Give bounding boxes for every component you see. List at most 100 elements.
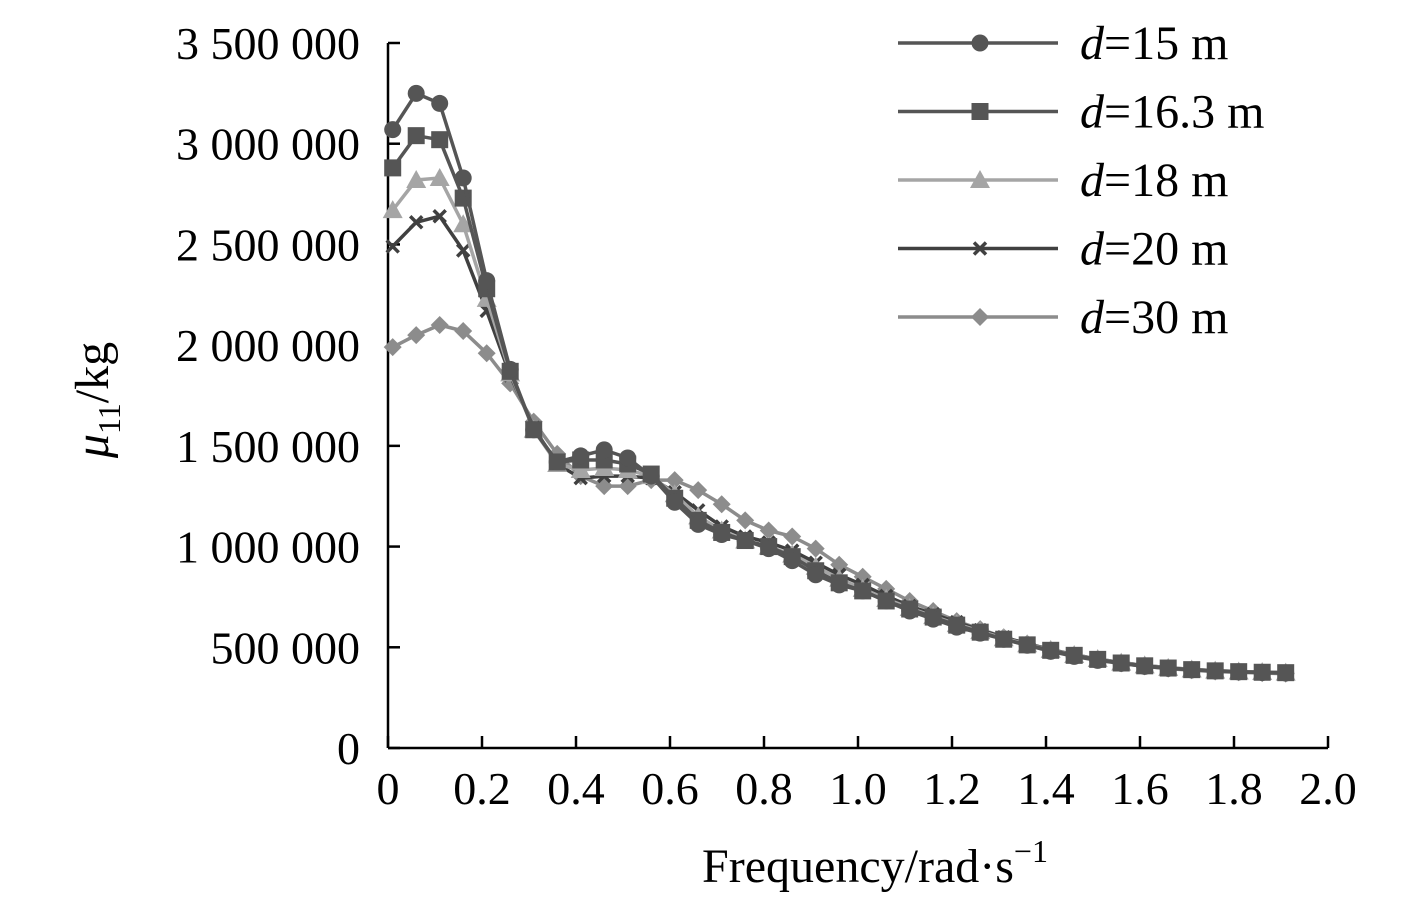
y-tick-label: 2 500 000	[176, 219, 360, 270]
legend-entry: d=15 m	[898, 17, 1228, 70]
y-axis-ticks: 0 500 000 1 000 000 1 500 000 2 000 000 2 500…	[176, 18, 400, 774]
data-point	[1183, 661, 1201, 679]
data-point	[384, 121, 402, 139]
y-axis-title-unit: /kg	[66, 342, 119, 403]
legend-label-var: d	[1080, 86, 1105, 139]
x-tick-label: 0.8	[735, 763, 793, 814]
data-point	[432, 208, 447, 224]
legend-label: d=30 m	[1080, 291, 1228, 344]
legend-label: d=18 m	[1080, 154, 1228, 207]
data-point	[454, 169, 472, 187]
data-point	[666, 493, 684, 511]
data-point	[736, 511, 755, 530]
data-point	[877, 592, 895, 610]
data-point	[429, 167, 450, 186]
series-4	[383, 316, 1295, 683]
x-axis-title: Frequency/rad·s−1	[702, 833, 1048, 893]
data-point	[501, 360, 519, 378]
data-point	[408, 215, 424, 230]
data-point	[453, 214, 474, 233]
y-axis-title-sub: 11	[91, 403, 127, 434]
x-tick-label: 0	[377, 763, 400, 814]
data-point	[406, 169, 427, 188]
axes	[386, 43, 1328, 750]
legend-label-value: =16.3 m	[1104, 86, 1264, 139]
data-point	[642, 467, 660, 485]
data-point	[1042, 642, 1060, 660]
legend-label-value: =20 m	[1104, 223, 1228, 276]
data-point	[783, 527, 802, 546]
data-point	[807, 566, 825, 584]
data-point	[830, 576, 848, 594]
y-tick-label: 3 000 000	[176, 119, 360, 170]
legend: d=15 md=16.3 md=18 md=20 md=30 m	[898, 17, 1264, 344]
legend-marker	[971, 308, 989, 326]
data-point	[384, 159, 402, 177]
legend-entry: d=18 m	[898, 154, 1228, 207]
data-point	[854, 582, 872, 600]
data-point	[1159, 659, 1177, 677]
data-point	[548, 453, 566, 471]
x-tick-label: 1.0	[829, 763, 887, 814]
data-point	[455, 243, 471, 258]
data-point	[712, 495, 731, 514]
data-point	[736, 532, 754, 550]
legend-label: d=15 m	[1080, 17, 1228, 70]
legend-label: d=20 m	[1080, 223, 1228, 276]
series-3	[385, 208, 1293, 680]
legend-marker	[971, 103, 989, 120]
data-point	[1065, 647, 1083, 665]
data-point	[924, 610, 942, 628]
legend-marker	[971, 34, 989, 52]
x-axis-title-main: Frequency/rad·s	[702, 840, 1014, 893]
data-point	[1136, 657, 1154, 675]
data-point	[783, 552, 801, 570]
data-point	[901, 602, 919, 620]
series-layer	[382, 84, 1296, 683]
x-tick-label: 0.6	[641, 763, 699, 814]
data-point	[454, 322, 473, 341]
legend-entry: d=20 m	[898, 223, 1228, 276]
data-point	[619, 449, 637, 467]
legend-entry: d=30 m	[898, 291, 1228, 344]
legend-marker	[972, 241, 988, 256]
legend-label-var: d	[1080, 291, 1105, 344]
data-point	[1089, 651, 1107, 669]
legend-label-var: d	[1080, 17, 1105, 70]
data-point	[431, 131, 449, 149]
y-tick-label: 1 000 000	[176, 522, 360, 573]
legend-label: d=16.3 m	[1080, 86, 1264, 139]
data-point	[689, 515, 707, 533]
x-axis-title-sup: −1	[1014, 833, 1048, 869]
data-point	[572, 447, 590, 465]
legend-label-var: d	[1080, 154, 1105, 207]
data-point	[1018, 636, 1036, 654]
x-tick-label: 1.8	[1205, 763, 1263, 814]
legend-label-value: =30 m	[1104, 291, 1228, 344]
series-1	[384, 127, 1295, 682]
data-point	[595, 477, 614, 496]
legend-marker	[970, 170, 990, 188]
data-point	[382, 200, 403, 219]
y-tick-label: 3 500 000	[176, 18, 360, 69]
data-point	[595, 441, 613, 459]
y-axis-title-mu: μ	[66, 434, 119, 459]
data-point	[431, 94, 449, 112]
data-point	[618, 477, 637, 496]
x-tick-label: 1.4	[1017, 763, 1075, 814]
data-point	[385, 239, 400, 254]
data-point	[713, 525, 731, 543]
series-line	[391, 214, 1286, 675]
data-point	[689, 481, 708, 500]
data-point	[1206, 662, 1224, 680]
x-tick-label: 1.6	[1111, 763, 1169, 814]
data-point	[995, 630, 1013, 648]
series-0	[384, 84, 1295, 682]
data-point	[477, 344, 496, 363]
x-tick-label: 0.4	[547, 763, 605, 814]
x-tick-label: 1.2	[923, 763, 981, 814]
y-axis-title: μ11/kg	[66, 342, 127, 459]
data-point	[525, 421, 543, 439]
data-point	[383, 338, 402, 357]
legend-entry: d=16.3 m	[898, 86, 1264, 139]
